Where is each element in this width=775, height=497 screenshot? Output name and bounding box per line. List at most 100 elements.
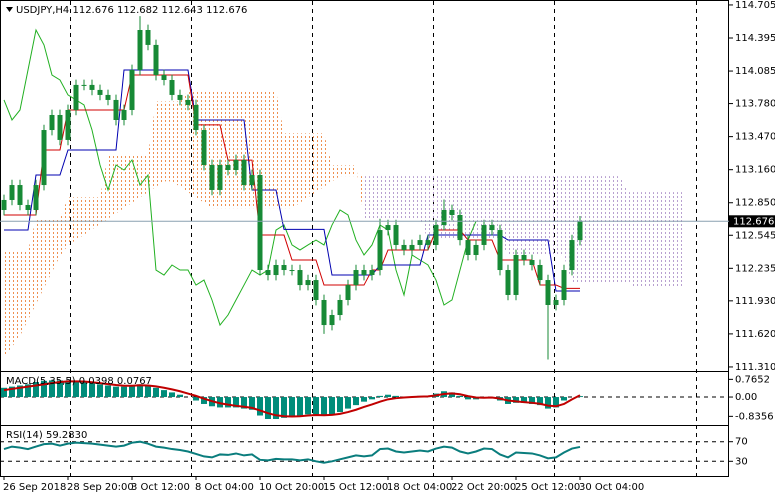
candle-body [449, 209, 455, 216]
macd-bar [393, 395, 399, 398]
candle-body [153, 44, 159, 75]
macd-bar [305, 397, 311, 415]
cloud-segment [372, 176, 380, 219]
y-tick-label: 114.395 [735, 33, 775, 44]
x-tick-label: 10 Oct 20:00 [259, 482, 324, 493]
cloud-segment [20, 250, 28, 337]
cloud-segment [236, 90, 244, 209]
cloud-segment [84, 197, 92, 235]
cloud-segment [124, 154, 132, 209]
y-tick-label: 113.160 [735, 165, 775, 176]
macd-bar [73, 381, 79, 398]
cloud-segment [340, 165, 348, 177]
candle-body [425, 240, 431, 245]
cloud-segment [164, 101, 172, 182]
candle-body [73, 84, 79, 110]
price-label-box [729, 215, 775, 228]
macd-bar [177, 394, 183, 398]
cloud-segment [532, 176, 540, 257]
cloud-segment [180, 90, 188, 193]
candle-body [65, 109, 71, 140]
cloud-segment [324, 133, 332, 187]
cloud-segment [604, 176, 612, 283]
cloud-segment [612, 176, 620, 283]
candle-body [577, 221, 583, 241]
cloud-segment [420, 176, 428, 241]
cloud-segment [556, 176, 564, 257]
y-tick-label: 113.470 [735, 132, 775, 143]
macd-bar [161, 390, 167, 398]
macd-bar [193, 397, 199, 401]
cloud-segment [476, 176, 484, 241]
candle-body [129, 69, 135, 110]
candle-body [1, 199, 7, 210]
candle-body [185, 99, 191, 105]
candle-body [433, 225, 439, 245]
candle-body [561, 270, 567, 300]
candle-body [305, 280, 311, 286]
macd-bar [369, 397, 375, 400]
macd-bar [361, 397, 367, 402]
candle-body [273, 265, 279, 276]
candle-body [393, 225, 399, 245]
x-tick-label: 8 Oct 04:00 [195, 482, 254, 493]
candle-body [473, 244, 479, 255]
x-tick-label: 26 Sep 2018 [3, 482, 66, 493]
chart-title: USDJPY,H4 112.676 112.682 112.643 112.67… [16, 5, 247, 16]
cloud-segment [540, 176, 548, 257]
macd-bar [81, 382, 87, 398]
macd-bar [329, 397, 335, 415]
candle-body [369, 270, 375, 276]
macd-bar [385, 394, 391, 398]
candle-body [353, 270, 359, 286]
macd-bar [513, 397, 519, 403]
macd-bar [313, 397, 319, 415]
cloud-segment [644, 192, 652, 289]
candle-body [265, 270, 271, 276]
candle-body [217, 164, 223, 190]
macd-bar [521, 397, 527, 403]
cloud-segment [316, 133, 324, 193]
macd-bar [25, 384, 31, 398]
cloud-segment [636, 192, 644, 289]
candle-body [249, 175, 255, 186]
candle-body [137, 30, 143, 70]
y-tick-label: 112.235 [735, 263, 775, 274]
cloud-segment [300, 133, 308, 203]
candle-body [297, 270, 303, 286]
cloud-segment [412, 176, 420, 219]
macd-bar [353, 397, 359, 406]
candle-body [529, 260, 535, 266]
cloud-segment [580, 176, 588, 283]
macd-bar [89, 383, 95, 398]
macd-bar [121, 386, 127, 398]
cloud-segment [284, 133, 292, 209]
candle-body [241, 159, 247, 186]
macd-bar [553, 397, 559, 408]
macd-bar [273, 397, 279, 419]
y-tick-label: 0.7652 [735, 374, 770, 385]
x-tick-label: 28 Sep 20:00 [67, 482, 134, 493]
rsi-line [3, 440, 581, 464]
macd-bar [217, 397, 223, 408]
macd-bar [145, 385, 151, 398]
macd-bar [297, 397, 303, 416]
macd-bar [57, 380, 63, 398]
x-tick-label: 18 Oct 04:00 [387, 482, 452, 493]
candle-body [313, 280, 319, 300]
candle-body [49, 114, 55, 131]
candle-body [497, 230, 503, 271]
candle-body [569, 240, 575, 271]
candle-body [33, 185, 39, 210]
cloud-segment [244, 90, 252, 209]
cloud-segment [156, 101, 164, 187]
cloud-segment [276, 90, 284, 209]
macd-bar [153, 387, 159, 398]
y-tick-label: 114.705 [735, 0, 775, 11]
macd-bar [265, 397, 271, 419]
macd-bar [457, 395, 463, 398]
cloud-segment [524, 176, 532, 257]
candle-body [25, 204, 31, 210]
candle-body [289, 270, 295, 272]
